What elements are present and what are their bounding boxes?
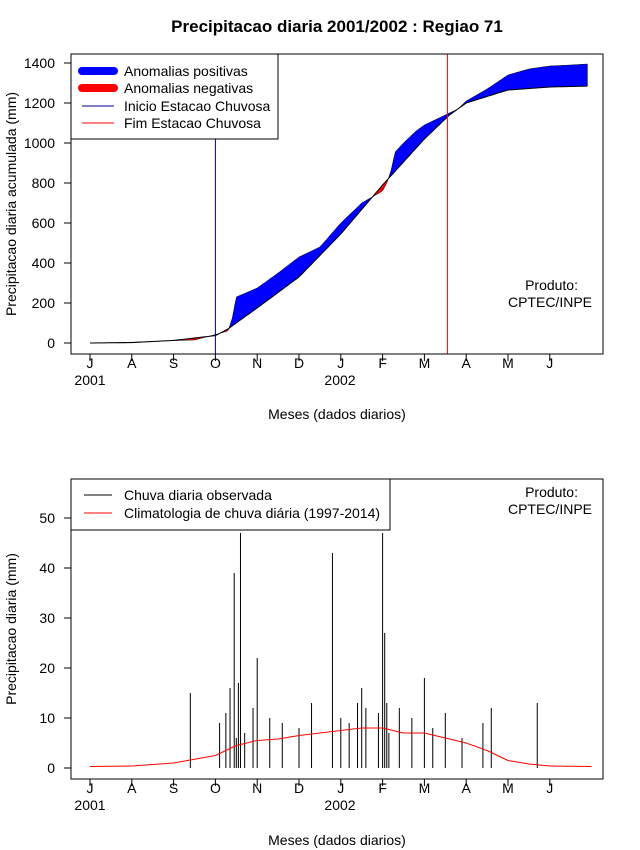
top-x-tick-label: J [337,355,344,371]
bottom-credit-line2: CPTEC/INPE [508,501,592,517]
bottom-x-tick-label: A [127,780,137,796]
top-x-tick-label: D [294,355,304,371]
top-x-axis-label: Meses (dados diarios) [268,406,406,422]
bottom-y-axis: 0 10 20 30 40 50 [39,510,71,776]
bottom-y-axis-label: Precipitacao diaria (mm) [3,553,19,705]
bottom-x-tick-label: D [294,780,304,796]
top-credit-line2: CPTEC/INPE [508,294,592,310]
positive-anomaly-area [229,195,374,329]
bottom-year-label-2002: 2002 [324,797,355,813]
observed-bars [189,533,538,768]
top-plot-frame [70,53,604,355]
top-legend: Anomalias positivas Anomalias negativas … [70,53,279,140]
legend-label-start: Inicio Estacao Chuvosa [124,98,271,114]
bottom-x-tick-label: N [252,780,262,796]
bottom-y-tick-label: 20 [39,660,55,676]
top-y-tick-label: 400 [32,255,56,271]
top-y-tick-label: 1400 [24,55,55,71]
bottom-legend: Chuva diaria observada Climatologia de c… [70,478,391,531]
bottom-x-tick-label: M [419,780,431,796]
top-credit-line1: Produto: [525,277,578,293]
top-y-tick-label: 1000 [24,135,55,151]
legend-label-negative: Anomalias negativas [124,80,253,96]
top-x-tick-label: O [210,355,221,371]
bottom-y-tick-label: 10 [39,710,55,726]
climatology-daily-line [90,727,592,767]
top-chart: 0 200 400 600 800 1000 1200 1400 J A S O N D J F M A M J 2… [3,53,604,422]
top-year-label-2001: 2001 [74,372,105,388]
legend-label-end: Fim Estacao Chuvosa [124,115,261,131]
top-y-axis: 0 200 400 600 800 1000 1200 1400 [24,55,71,351]
top-y-tick-label: 200 [32,295,56,311]
positive-anomaly-area [388,63,588,180]
bottom-year-label-2001: 2001 [74,797,105,813]
top-x-tick-label: S [169,355,178,371]
bottom-x-tick-label: S [169,780,178,796]
bottom-x-axis-label: Meses (dados diarios) [268,832,406,848]
bottom-y-tick-label: 30 [39,610,55,626]
bottom-x-tick-label: F [378,780,387,796]
bottom-x-tick-label: J [87,780,94,796]
top-x-tick-label: F [378,355,387,371]
top-x-tick-label: A [127,355,137,371]
bottom-x-tick-label: J [337,780,344,796]
top-x-tick-label: A [462,355,472,371]
bottom-credit-line1: Produto: [525,484,578,500]
top-x-tick-label: J [546,355,553,371]
top-year-label-2002: 2002 [324,372,355,388]
bottom-x-tick-label: J [546,780,553,796]
top-x-tick-label: M [502,355,514,371]
top-y-axis-label: Precipitacao diaria acumulada (mm) [3,92,19,316]
bottom-y-tick-label: 0 [47,760,55,776]
climatology-curve [90,85,588,344]
top-x-tick-label: J [87,355,94,371]
legend-label-climatology: Climatologia de chuva diária (1997-2014) [124,505,380,521]
bottom-chart: 0 10 20 30 40 50 J A S O N D J F M A M J 2001 2002 Meses… [3,478,604,848]
top-y-tick-label: 600 [32,215,56,231]
legend-label-observed: Chuva diaria observada [124,487,272,503]
bottom-x-tick-label: O [210,780,221,796]
top-x-tick-label: M [419,355,431,371]
bottom-x-tick-label: A [462,780,472,796]
bottom-y-tick-label: 40 [39,560,55,576]
bottom-y-tick-label: 50 [39,510,55,526]
legend-label-positive: Anomalias positivas [124,63,248,79]
top-y-tick-label: 800 [32,175,56,191]
chart-title: Precipitacao diaria 2001/2002 : Regiao 7… [171,17,503,36]
bottom-x-tick-label: M [502,780,514,796]
top-y-tick-label: 1200 [24,95,55,111]
top-y-tick-label: 0 [47,335,55,351]
top-x-tick-label: N [252,355,262,371]
